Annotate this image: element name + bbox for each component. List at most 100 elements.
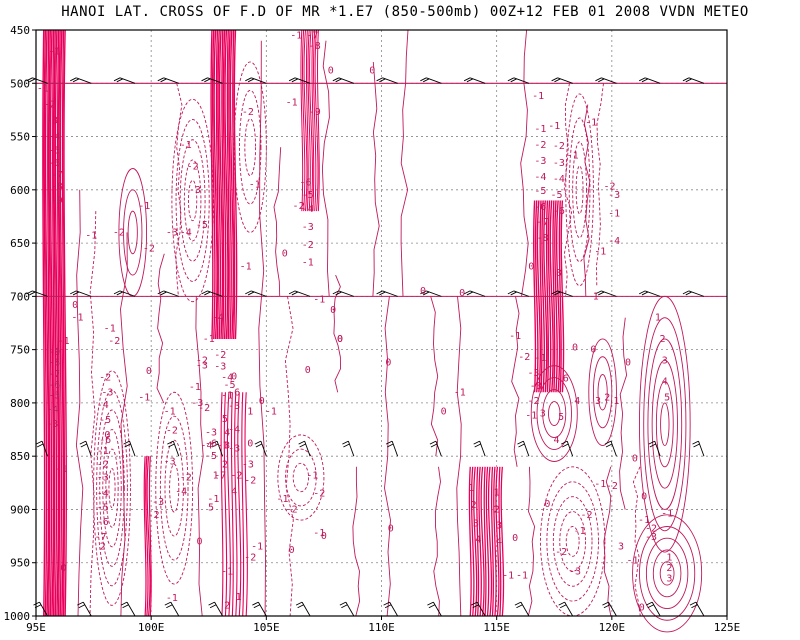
dense-contour-line xyxy=(307,29,311,212)
wind-barb-flag xyxy=(160,291,167,296)
contour-label: 4 xyxy=(231,486,237,497)
contour-label: -3 xyxy=(205,428,217,439)
y-tick-label: 800 xyxy=(10,397,30,410)
dense-contour-line xyxy=(143,456,147,617)
dense-contour-line xyxy=(43,29,48,617)
wind-barb-flag xyxy=(466,78,474,83)
contour-label: 5 xyxy=(558,412,564,423)
contour-label: 2 xyxy=(659,334,665,345)
contour-label: 2 xyxy=(224,600,230,611)
contour-label: -4 xyxy=(228,425,240,436)
wind-barb-flag xyxy=(298,440,305,445)
contour-label: -3 xyxy=(164,457,176,468)
wind-barb-flag xyxy=(689,601,697,606)
wind-barb-flag xyxy=(558,601,565,606)
wind-barb-flag xyxy=(339,601,347,606)
wind-barb-flag xyxy=(379,78,386,83)
contour-label: -6 xyxy=(48,380,60,391)
contour-cell-ring xyxy=(548,401,561,426)
contour-cell-ring xyxy=(164,439,184,537)
contour-label: -2 xyxy=(196,355,208,366)
wind-barb-flag xyxy=(507,77,515,82)
wind-barb-flag xyxy=(463,77,471,82)
wind-barb-flag xyxy=(646,601,653,606)
contour-label: -5 xyxy=(196,220,208,231)
contour-label: 0 xyxy=(441,406,447,417)
contour-label: -1 xyxy=(249,179,261,190)
wind-barb-flag xyxy=(113,77,121,82)
contour-label: -1 xyxy=(638,515,650,526)
contour-label: -4 xyxy=(97,488,109,499)
wind-barbs xyxy=(26,77,705,617)
dense-contour-line xyxy=(485,466,490,617)
contour-cell-ring xyxy=(292,462,310,493)
wind-barb-flag xyxy=(507,290,515,295)
contour-label: 0 xyxy=(641,492,647,503)
contour-label: -2 xyxy=(143,243,155,254)
dense-contour-line xyxy=(237,392,242,617)
contour-label: -3 xyxy=(196,361,208,372)
contour-label: -5 xyxy=(48,390,60,401)
contour-label: 0 xyxy=(231,371,237,382)
contour-cell-ring xyxy=(592,356,613,429)
contour-cell-ring xyxy=(651,359,678,489)
contour-cell-ring xyxy=(530,365,578,462)
wind-barb-shaft xyxy=(172,440,180,457)
contour-label: -3 xyxy=(569,566,581,577)
dense-contour-line xyxy=(470,466,475,617)
wind-barb-flag xyxy=(554,291,561,296)
wind-barb-flag xyxy=(252,601,259,606)
y-tick-label: 1000 xyxy=(4,610,31,623)
contour-label: -8 xyxy=(48,357,60,368)
contour-label: -1 xyxy=(286,97,298,108)
wind-barb-flag xyxy=(335,291,342,296)
dense-contour-line xyxy=(300,29,304,212)
dense-contour-line xyxy=(59,29,64,617)
dense-contour-line xyxy=(500,466,505,617)
dense-contour-line xyxy=(226,29,230,340)
contour-cell-ring xyxy=(536,377,572,450)
wind-barb-flag xyxy=(80,443,88,448)
contour-label: -3 xyxy=(101,387,113,398)
contour-line xyxy=(352,466,361,617)
wind-barb-shaft xyxy=(214,601,223,617)
contour-label: -1 xyxy=(534,353,546,364)
contour-label: -2 xyxy=(555,547,567,558)
dense-contour-line xyxy=(230,392,234,617)
wind-barb-flag xyxy=(430,443,438,448)
x-tick-label: 115E xyxy=(483,621,510,634)
x-axis-ticks: 95E 100E 105E 110E 115E 120E 125E xyxy=(26,616,740,634)
wind-barb-flag xyxy=(116,291,124,296)
contour-label: -4 xyxy=(200,441,212,452)
dense-contour-line xyxy=(241,392,245,617)
wind-barb-shaft xyxy=(304,440,311,457)
contour-label: -4 xyxy=(46,404,58,415)
contour-label: 6 xyxy=(563,373,569,384)
contour-label: -1 xyxy=(290,30,302,41)
contour-label: -4 xyxy=(534,172,546,183)
dense-contour-line xyxy=(210,29,214,340)
wind-barb-shaft xyxy=(216,440,223,457)
contour-label: -1 xyxy=(502,571,514,582)
contour-label: -1 xyxy=(567,151,579,162)
contour-label: -6 xyxy=(553,206,565,217)
contour-label: -6 xyxy=(228,387,240,398)
contour-label: -1 xyxy=(240,262,252,273)
dense-contour-line xyxy=(314,29,319,212)
wind-barb-shaft xyxy=(479,440,486,457)
contour-label: -2 xyxy=(293,201,305,212)
contour-cell-ring xyxy=(660,402,670,446)
wind-barb-flag xyxy=(510,291,517,296)
dense-contour-line xyxy=(211,29,216,340)
dense-contour-line xyxy=(301,29,306,212)
contour-cell-ring xyxy=(102,429,122,548)
wind-barb-flag xyxy=(518,443,525,448)
y-tick-label: 450 xyxy=(10,24,30,37)
wind-barb-flag xyxy=(598,291,605,296)
wind-barb-flag xyxy=(638,290,646,295)
contour-label: -2 xyxy=(534,140,546,151)
contour-label: -1 xyxy=(55,464,67,475)
dense-contour-line xyxy=(217,29,222,340)
contour-label: 5 xyxy=(664,393,670,404)
x-tick-label: 110E xyxy=(368,621,395,634)
